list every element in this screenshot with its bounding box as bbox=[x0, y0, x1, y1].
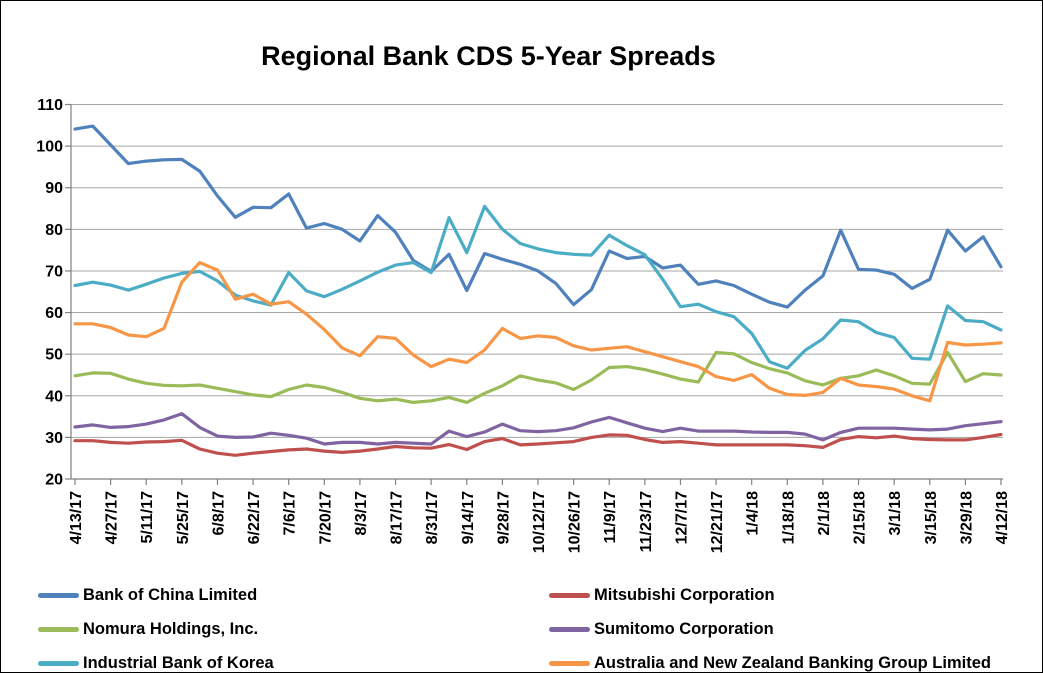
x-tick-label: 11/9/17 bbox=[602, 491, 619, 544]
x-tick-label: 12/21/17 bbox=[709, 491, 726, 553]
x-tick-label: 10/26/17 bbox=[567, 491, 584, 553]
x-axis-tick-labels: 4/13/17 4/27/17 5/11/17 5/25/17 6/8/17 6/22/1… bbox=[68, 491, 1011, 553]
y-tick-label: 110 bbox=[37, 97, 63, 114]
x-tick-label: 2/1/18 bbox=[816, 491, 833, 536]
x-tick-label: 4/27/17 bbox=[104, 491, 121, 544]
legend-swatch-icon bbox=[549, 626, 590, 632]
legend-label: Sumitomo Corporation bbox=[594, 619, 774, 638]
legend-label: Industrial Bank of Korea bbox=[83, 653, 274, 672]
x-tick-label: 6/22/17 bbox=[246, 491, 263, 544]
legend-label: Australia and New Zealand Banking Group … bbox=[594, 653, 991, 672]
legend-label: Mitsubishi Corporation bbox=[594, 585, 775, 604]
series-line-mitsubishi-corporation bbox=[73, 432, 1003, 457]
legend-swatch-icon bbox=[549, 592, 590, 598]
series-lines bbox=[73, 124, 1003, 457]
x-tick-label: 8/31/17 bbox=[424, 491, 441, 544]
legend-item-industrial-bank-of-korea: Industrial Bank of Korea bbox=[38, 655, 549, 672]
y-tick-label: 100 bbox=[36, 139, 63, 156]
chart-title: Regional Bank CDS 5-Year Spreads bbox=[261, 41, 716, 71]
legend-item-australia-and-new-zealand-banking-group-limited: Australia and New Zealand Banking Group … bbox=[549, 655, 1023, 672]
x-tick-label: 5/11/17 bbox=[139, 491, 156, 544]
legend-item-nomura-holdings-inc: Nomura Holdings, Inc. bbox=[38, 621, 549, 638]
legend-swatch-icon bbox=[38, 592, 79, 598]
legend-swatch-icon bbox=[38, 626, 79, 632]
y-tick-label: 90 bbox=[45, 180, 63, 197]
series-line-bank-of-china-limited bbox=[73, 124, 1003, 309]
series-line-sumitomo-corporation bbox=[73, 412, 1003, 446]
y-tick-label: 50 bbox=[45, 347, 63, 364]
x-tick-label: 9/28/17 bbox=[495, 491, 512, 544]
x-tick-label: 5/25/17 bbox=[175, 491, 192, 544]
series-line-nomura-holdings-inc bbox=[73, 350, 1003, 404]
legend-item-sumitomo-corporation: Sumitomo Corporation bbox=[549, 621, 1023, 638]
x-tick-label: 1/4/18 bbox=[745, 491, 762, 536]
x-tick-label: 7/6/17 bbox=[282, 491, 299, 536]
x-tick-label: 8/3/17 bbox=[353, 491, 370, 536]
x-tick-label: 3/1/18 bbox=[887, 491, 904, 536]
x-tick-label: 6/8/17 bbox=[210, 491, 227, 536]
y-tick-label: 80 bbox=[45, 222, 63, 239]
x-tick-label: 4/13/17 bbox=[68, 491, 85, 544]
x-tick-label: 8/17/17 bbox=[389, 491, 406, 544]
legend: Bank of China Limited Mitsubishi Corporat… bbox=[38, 578, 1023, 672]
legend-swatch-icon bbox=[38, 660, 79, 666]
legend-item-mitsubishi-corporation: Mitsubishi Corporation bbox=[549, 587, 1023, 604]
y-tick-label: 70 bbox=[45, 263, 63, 280]
series-line-industrial-bank-of-korea bbox=[73, 204, 1003, 370]
x-tick-label: 2/15/18 bbox=[852, 491, 869, 544]
legend-item-bank-of-china-limited: Bank of China Limited bbox=[38, 587, 549, 604]
x-tick-label: 7/20/17 bbox=[317, 491, 334, 544]
x-tick-label: 10/12/17 bbox=[531, 491, 548, 553]
x-tick-label: 3/15/18 bbox=[923, 491, 940, 544]
x-tick-label: 12/7/17 bbox=[673, 491, 690, 544]
legend-swatch-icon bbox=[549, 660, 590, 666]
x-tick-label: 4/12/18 bbox=[994, 491, 1011, 544]
x-tick-label: 9/14/17 bbox=[460, 491, 477, 544]
y-tick-label: 60 bbox=[45, 305, 63, 322]
y-tick-label: 40 bbox=[45, 388, 63, 405]
x-tick-label: 1/18/18 bbox=[780, 491, 797, 544]
x-tick-label: 3/29/18 bbox=[958, 491, 975, 544]
series-line-australia-and-new-zealand-banking-group-limited bbox=[73, 261, 1003, 403]
legend-label: Nomura Holdings, Inc. bbox=[83, 619, 259, 638]
y-tick-label: 20 bbox=[45, 472, 63, 489]
y-axis-tick-labels: 20 30 40 50 60 70 80 90 100 110 bbox=[36, 97, 63, 489]
axes bbox=[65, 103, 1003, 485]
y-tick-label: 30 bbox=[45, 430, 63, 447]
legend-label: Bank of China Limited bbox=[83, 585, 258, 604]
x-tick-label: 11/23/17 bbox=[638, 491, 655, 553]
